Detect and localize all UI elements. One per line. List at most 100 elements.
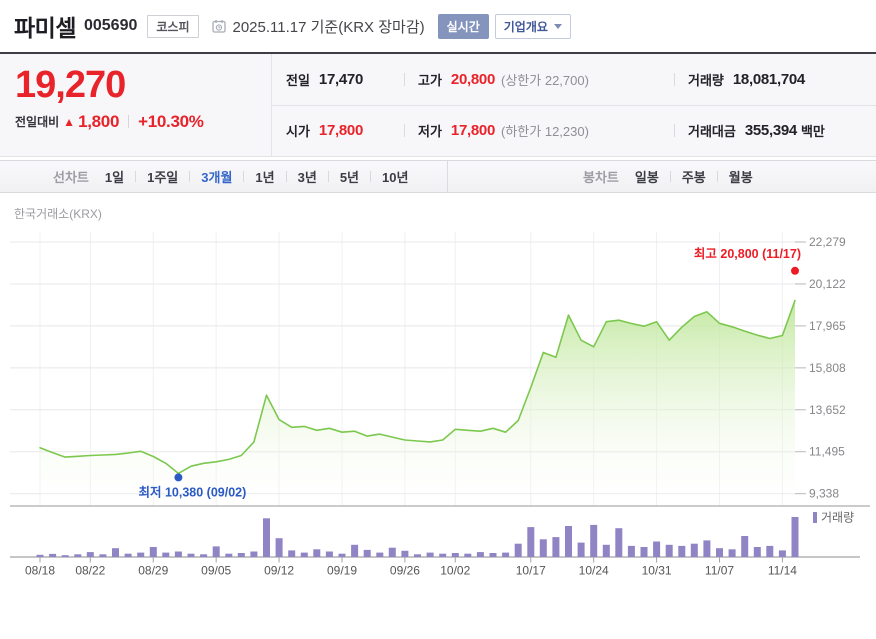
divider — [128, 115, 130, 129]
up-arrow-icon: ▲ — [63, 114, 76, 129]
tab-separator — [285, 171, 287, 182]
x-axis-label: 09/12 — [264, 564, 294, 578]
volume-bar — [476, 552, 484, 557]
volume-bar — [539, 539, 547, 557]
tab-separator — [327, 171, 329, 182]
tab-10year[interactable]: 10년 — [382, 170, 409, 185]
x-axis-label: 10/24 — [579, 564, 609, 578]
tab-weekly[interactable]: 주봉 — [681, 170, 706, 185]
divider — [404, 72, 405, 86]
tab-1year[interactable]: 1년 — [255, 170, 275, 185]
quote-row: 전일 17,470 고가 20,800 (상한가 22,700) 거래량 18,… — [272, 54, 876, 106]
tab-monthly[interactable]: 월봉 — [728, 170, 753, 185]
company-overview-button[interactable]: 기업개요 — [494, 13, 571, 39]
price-change-row: 전일대비 ▲ 1,800 +10.30% — [15, 112, 271, 132]
volume-bar — [237, 553, 245, 557]
x-axis-label: 09/19 — [327, 564, 357, 578]
volume-bar — [162, 552, 170, 557]
volume-bar — [426, 552, 434, 557]
chart-section: 한국거래소(KRX) 22,279 20,122 17,965 15,808 13,65… — [0, 193, 876, 639]
volume-bar — [351, 544, 359, 557]
volume-bar — [640, 547, 648, 557]
tab-3year[interactable]: 3년 — [297, 170, 317, 185]
volume-bar — [263, 518, 270, 557]
day-low-cell: 저가 17,800 (하한가 12,230) — [418, 121, 674, 140]
x-axis-label: 10/02 — [440, 564, 470, 578]
y-axis-label: 11,495 — [809, 445, 845, 459]
realtime-button[interactable]: 실시간 — [437, 13, 489, 39]
prev-close-label: 전일 — [286, 72, 310, 88]
change-percent: +10.30% — [138, 111, 204, 131]
stock-name: 파미셀 — [14, 15, 76, 41]
x-axis-label: 11/07 — [705, 564, 734, 578]
volume-bar — [653, 541, 661, 557]
volume-bar — [728, 549, 736, 557]
tab-1week[interactable]: 1주일 — [147, 170, 179, 185]
trade-value-cell: 거래대금 355,394 백만 — [688, 121, 876, 140]
market-badge: 코스피 — [147, 14, 199, 38]
volume-bar — [275, 538, 283, 557]
x-axis-label: 10/31 — [642, 564, 672, 578]
volume-bar — [250, 551, 258, 557]
quote-row: 시가 17,800 저가 17,800 (하한가 12,230) 거래대금 35… — [272, 106, 876, 157]
y-axis-label: 17,965 — [809, 319, 846, 333]
candle-chart-tab-group: 봉차트 일봉 주봉 월봉 — [447, 167, 753, 186]
volume-bar — [451, 553, 459, 557]
volume-bar — [212, 546, 220, 557]
tab-separator — [370, 171, 372, 182]
volume-bar — [288, 550, 296, 557]
tab-1day[interactable]: 1일 — [104, 170, 125, 185]
quote-table: 전일 17,470 고가 20,800 (상한가 22,700) 거래량 18,… — [272, 54, 876, 156]
line-chart-tab-group: 선차트 1일 1주일 3개월 1년 3년 5년 10년 — [0, 167, 447, 186]
tab-separator — [669, 171, 671, 182]
tab-separator — [135, 171, 137, 182]
chevron-down-icon — [553, 23, 562, 29]
chart-period-tabbar: 선차트 1일 1주일 3개월 1년 3년 5년 10년 봉차트 일봉 주봉 월봉 — [0, 160, 876, 193]
exchange-source-label: 한국거래소(KRX) — [14, 207, 102, 221]
price-summary-panel: 19,270 전일대비 ▲ 1,800 +10.30% 전일 17,470 고가… — [0, 52, 876, 157]
price-area-fill — [40, 300, 795, 506]
tab-separator — [716, 171, 718, 182]
volume-cell: 거래량 18,081,704 — [688, 70, 876, 89]
volume-bar — [225, 553, 233, 557]
open-price-value: 17,800 — [318, 122, 364, 140]
volume-bar — [502, 552, 510, 557]
tab-5year[interactable]: 5년 — [339, 170, 360, 185]
volume-bar — [753, 547, 761, 557]
trade-value-label: 거래대금 — [688, 124, 736, 140]
volume-bar — [112, 548, 119, 557]
volume-bar — [376, 552, 384, 557]
low-annotation-label: 최저 10,380 (09/02) — [139, 484, 247, 499]
volume-bar — [137, 552, 145, 557]
tab-daily[interactable]: 일봉 — [634, 170, 659, 185]
divider — [674, 124, 675, 138]
y-axis-label: 13,652 — [809, 403, 846, 417]
volume-bar — [124, 553, 132, 557]
current-price: 19,270 — [15, 64, 126, 106]
candle-chart-group-label: 봉차트 — [583, 170, 619, 185]
volume-bar — [300, 552, 308, 557]
divider — [447, 161, 448, 192]
volume-bar — [49, 553, 57, 557]
volume-bar — [602, 544, 610, 557]
volume-bar — [200, 554, 208, 557]
volume-bar — [565, 526, 572, 557]
volume-bar — [464, 553, 472, 557]
tab-3month[interactable]: 3개월 — [201, 170, 233, 185]
volume-value: 18,081,704 — [732, 70, 805, 88]
volume-bar — [86, 552, 94, 557]
volume-bar — [401, 550, 409, 557]
y-axis-label: 22,279 — [809, 235, 846, 249]
volume-bar — [187, 553, 195, 557]
lower-limit-note: (하한가 12,230) — [501, 124, 589, 140]
open-price-cell: 시가 17,800 — [286, 121, 404, 140]
day-low-value: 17,800 — [450, 122, 496, 140]
divider — [404, 124, 405, 138]
volume-bar — [665, 544, 673, 557]
x-axis-label: 10/17 — [516, 564, 546, 578]
tab-separator — [189, 171, 191, 182]
volume-bar — [716, 548, 723, 557]
volume-bar — [313, 549, 321, 557]
upper-limit-note: (상한가 22,700) — [501, 72, 589, 88]
